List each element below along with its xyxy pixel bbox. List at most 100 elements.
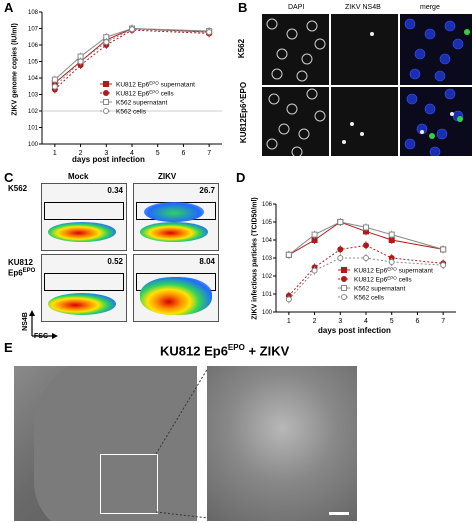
y-tick-label: 105 xyxy=(28,60,39,66)
legend-label: KU812 Ep6EPO cells xyxy=(116,90,174,98)
panel-b-col-dapi: DAPI xyxy=(288,4,305,11)
data-point-square xyxy=(311,231,318,238)
cell-nucleus-merge xyxy=(436,128,448,140)
value-ku812-mock: 0.52 xyxy=(107,257,123,266)
data-point-circle xyxy=(51,83,58,90)
data-point-circle xyxy=(363,255,369,261)
panel-d-ylabel: ZIKV infectious particles (TCID50/ml) xyxy=(251,197,259,320)
ns4b-signal xyxy=(370,32,374,36)
cell-nucleus-merge xyxy=(424,28,436,40)
x-tick-label: 7 xyxy=(441,318,445,325)
density-k562-mock xyxy=(48,222,116,242)
panel-b-letter: B xyxy=(238,0,248,15)
panel-d-xlabel: days post infection xyxy=(318,326,391,335)
legend-marker xyxy=(103,99,109,105)
ns4b-signal xyxy=(350,122,354,126)
cell-nucleus xyxy=(291,146,303,156)
series-line-3 xyxy=(288,257,444,300)
x-tick-label: 2 xyxy=(313,318,317,325)
ns4b-signal xyxy=(450,112,454,116)
y-tick-label: 100 xyxy=(262,310,273,316)
y-tick-label: 100 xyxy=(28,142,39,148)
series-line-2 xyxy=(288,221,444,256)
data-point-square xyxy=(363,224,369,231)
em-cell-body xyxy=(34,366,197,521)
cell-nucleus-merge xyxy=(404,18,416,30)
panel-c-row-k562: K562 xyxy=(8,184,28,193)
legend-label: K562 supernatant xyxy=(354,286,406,293)
data-point-circle xyxy=(311,267,318,274)
data-point-circle xyxy=(103,39,110,46)
cell-nucleus-merge xyxy=(409,68,421,80)
density-ku812-zikv xyxy=(140,277,212,315)
cell-nucleus xyxy=(266,18,278,30)
panel-a-letter: A xyxy=(4,0,14,15)
ns4b-signal xyxy=(360,132,364,136)
value-k562-zikv: 26.7 xyxy=(199,186,215,195)
legend-marker xyxy=(341,294,347,300)
series-line-1 xyxy=(288,244,444,297)
gate-k562-mock xyxy=(44,202,124,220)
cell-nucleus xyxy=(314,110,326,122)
flow-plot-ku812-mock: 0.52 xyxy=(41,254,127,322)
value-ku812-zikv: 8.04 xyxy=(199,257,215,266)
ns4b-signal xyxy=(420,130,424,134)
cell-nucleus xyxy=(314,38,326,50)
panel-a-chart: 100 101 102 103 104 105 106 107 108 1 2 3 4 5 6 7 KU812 … xyxy=(28,10,222,157)
y-tick-label: 105 xyxy=(262,220,273,226)
data-point-circle xyxy=(129,26,135,33)
x-tick-label: 7 xyxy=(207,150,211,157)
micrograph-ku812-ns4b xyxy=(331,87,398,156)
legend-marker xyxy=(341,276,347,282)
x-tick-label: 1 xyxy=(287,318,291,325)
gate-ku812-mock xyxy=(44,273,124,291)
x-tick-label: 5 xyxy=(390,318,394,325)
cell-nucleus-merge xyxy=(406,93,418,105)
y-tick-label: 103 xyxy=(28,93,39,99)
density-ku812-mock xyxy=(48,293,116,315)
data-point-circle xyxy=(363,242,369,249)
data-point-square xyxy=(285,251,292,258)
ns4b-signal xyxy=(342,140,346,144)
cell-nucleus xyxy=(298,128,310,140)
x-tick-label: 5 xyxy=(156,150,160,157)
data-point-circle xyxy=(337,255,344,261)
cell-nucleus-merge xyxy=(452,38,464,50)
ns4b-signal-merge xyxy=(464,29,470,35)
y-tick-label: 104 xyxy=(262,238,273,244)
y-tick-label: 102 xyxy=(28,109,39,115)
panel-c-row-ku812: KU812 xyxy=(8,258,33,267)
cell-nucleus-merge xyxy=(434,70,446,82)
data-point-circle xyxy=(440,262,447,269)
legend-label: K562 cells xyxy=(354,295,385,302)
cell-nucleus xyxy=(286,28,298,40)
em-image-zoom xyxy=(207,366,357,521)
legend-marker xyxy=(103,81,109,87)
value-k562-mock: 0.34 xyxy=(107,186,123,195)
ns4b-signal-merge xyxy=(457,116,463,122)
micrograph-k562-dapi xyxy=(262,14,329,85)
y-tick-label: 103 xyxy=(262,256,273,262)
panel-c-col-zikv: ZIKV xyxy=(158,172,177,181)
data-point-square xyxy=(388,231,395,238)
y-tick-label: 108 xyxy=(28,10,39,16)
data-point-square xyxy=(337,219,344,225)
legend-marker xyxy=(341,285,347,291)
cell-nucleus xyxy=(278,123,290,135)
y-tick-label: 106 xyxy=(28,43,39,49)
cell-nucleus-merge xyxy=(414,48,426,60)
cell-nucleus-merge xyxy=(404,138,416,150)
legend-marker xyxy=(103,90,109,96)
cell-nucleus xyxy=(301,53,313,65)
y-tick-label: 102 xyxy=(262,274,273,280)
x-tick-label: 3 xyxy=(338,318,342,325)
data-point-square xyxy=(51,76,58,83)
panel-b-row-k562: K562 xyxy=(237,38,247,59)
cell-nucleus xyxy=(286,103,298,115)
density-k562-zikv-lower xyxy=(140,222,208,242)
legend-label: KU812 Ep6EPO cells xyxy=(354,276,412,284)
x-tick-label: 6 xyxy=(181,150,185,157)
em-zoom-connectors xyxy=(155,367,209,519)
density-k562-zikv-upper xyxy=(144,202,204,222)
em-image-overview xyxy=(14,366,197,521)
